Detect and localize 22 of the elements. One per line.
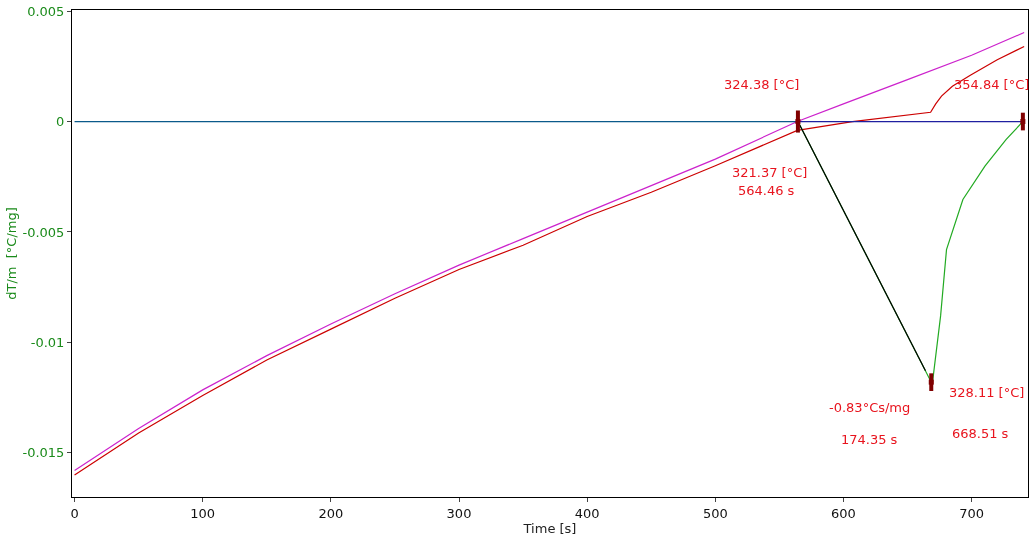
x-tick-label: 200 xyxy=(318,505,344,521)
annotation: 174.35 s xyxy=(841,432,898,447)
y-tick-label: -0.005 xyxy=(22,224,65,240)
annotation: 564.46 s xyxy=(738,183,795,198)
y-tick-label: -0.01 xyxy=(30,334,65,350)
y-tick-label: 0 xyxy=(56,114,65,130)
y-tick-label: 0.005 xyxy=(27,3,65,19)
y-tick-label: -0.015 xyxy=(22,445,65,461)
annotation: 321.37 [°C] xyxy=(732,165,808,180)
x-tick-label: 600 xyxy=(831,505,856,521)
annotation: -0.83°Cs/mg xyxy=(829,400,911,415)
x-tick-label: 500 xyxy=(702,505,728,521)
x-tick-label: 100 xyxy=(190,505,216,521)
x-tick-label: 700 xyxy=(959,505,985,521)
x-axis-title: Time [s] xyxy=(522,521,577,537)
annotation: 324.38 [°C] xyxy=(724,77,800,92)
annotation: 668.51 s xyxy=(952,426,1009,441)
x-tick-label: 300 xyxy=(446,505,472,521)
annotation: 328.11 [°C] xyxy=(949,385,1025,400)
x-tick-label: 400 xyxy=(574,505,600,521)
x-tick-label: 0 xyxy=(70,505,79,521)
y-axis-title: dT/m [°C/mg] xyxy=(4,207,20,300)
